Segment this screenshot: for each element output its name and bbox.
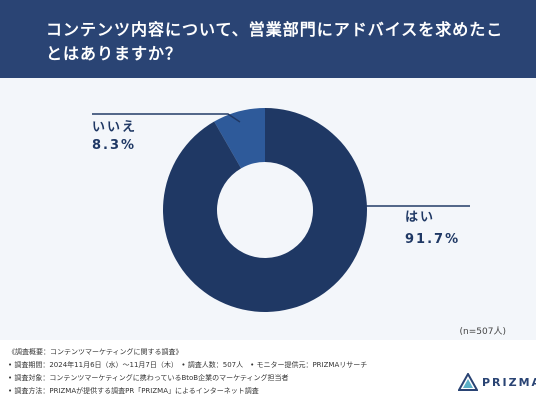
survey-footer: 《調査概要：コンテンツマーケティングに関する調査》 • 調査期間：2024年11…	[0, 340, 536, 402]
survey-method: • 調査方法：PRIZMAが提供する調査PR「PRIZMA」によるインターネット…	[8, 387, 259, 395]
slice-label-no: いいえ	[92, 120, 138, 135]
slice-value-no: 8.3%	[92, 138, 137, 153]
sample-size-note: (n=507人)	[459, 327, 506, 337]
survey-period: • 調査期間：2024年11月6日（水）〜11月7日（木） • 調査人数：507…	[8, 361, 368, 369]
brand-name: PRIZMA	[482, 375, 536, 389]
slice-value-yes: 91.7%	[405, 232, 461, 247]
slice-yes	[163, 108, 367, 312]
prizma-triangle-icon	[458, 373, 478, 391]
slice-no	[214, 108, 265, 169]
header-banner: コンテンツ内容について、営業部門にアドバイスを求めたことはありますか？	[0, 0, 536, 78]
donut-chart	[92, 108, 470, 312]
callout-line-no	[92, 113, 241, 123]
brand-logo: PRIZMA	[458, 373, 536, 391]
question-title: コンテンツ内容について、営業部門にアドバイスを求めたことはありますか？	[46, 20, 504, 63]
chart-area: はい 91.7% いいえ 8.3%	[0, 78, 536, 340]
slice-label-yes: はい	[405, 210, 436, 225]
survey-overview: 《調査概要：コンテンツマーケティングに関する調査》	[8, 348, 183, 356]
survey-target: • 調査対象：コンテンツマーケティングに携わっているBtoB企業のマーケティング…	[8, 374, 289, 382]
